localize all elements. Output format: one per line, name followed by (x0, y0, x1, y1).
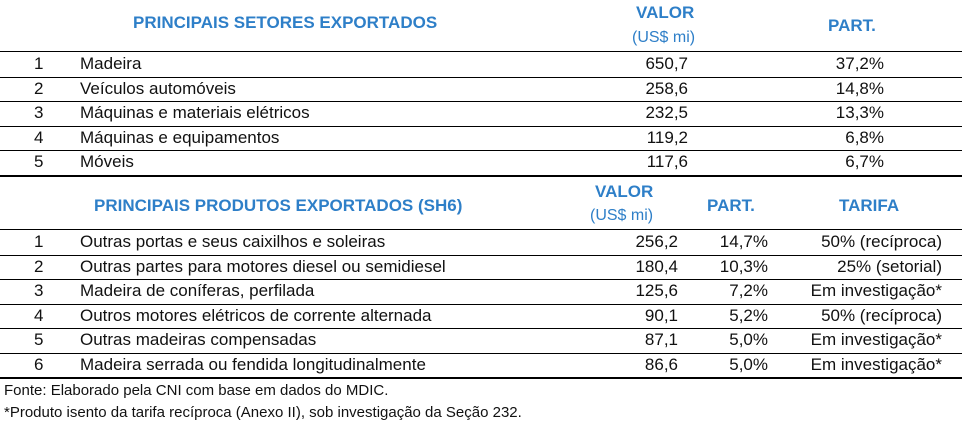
product-name-cell: Outras portas e seus caixilhos e soleira… (80, 232, 386, 251)
value-cell: 125,6 (635, 281, 678, 301)
product-name-cell: Outros motores elétricos de corrente alt… (80, 305, 432, 325)
rank-cell: 5 (34, 330, 44, 350)
products-tariff-header: TARIFA (839, 196, 900, 215)
product-name-cell: Outras partes para motores diesel ou sem… (80, 256, 446, 276)
value-cell: 256,2 (635, 232, 678, 251)
product-name-cell: Outras madeiras compensadas (80, 330, 317, 350)
rank-cell: 4 (34, 305, 44, 325)
share-cell: 6,7% (845, 152, 884, 172)
rank-cell: 1 (34, 232, 44, 251)
products-value-header: VALOR (595, 182, 654, 201)
sector-name-cell: Máquinas e equipamentos (80, 127, 280, 147)
value-cell: 117,6 (646, 152, 688, 172)
share-cell: 5,0% (729, 355, 768, 374)
value-cell: 90,1 (644, 305, 678, 325)
share-cell: 6,8% (845, 127, 884, 147)
row-divider (0, 328, 962, 330)
row-divider (0, 150, 962, 152)
share-cell: 14,7% (719, 232, 768, 251)
share-cell: 14,8% (835, 78, 884, 98)
tariff-cell: Em investigação* (810, 330, 942, 350)
sector-name-cell: Veículos automóveis (80, 78, 236, 98)
section-divider (0, 175, 962, 177)
products-value-unit: (US$ mi) (590, 207, 654, 224)
value-cell: 119,2 (646, 127, 688, 147)
row-divider (0, 101, 962, 103)
sectors-value-header: VALOR (636, 3, 695, 22)
row-divider (0, 353, 962, 354)
product-name-cell: Madeira serrada ou fendida longitudinalm… (80, 355, 426, 374)
row-divider (0, 303, 962, 305)
source-note: Fonte: Elaborado pela CNI com base em da… (4, 382, 389, 399)
value-cell: 650,7 (645, 54, 688, 73)
value-cell: 232,5 (645, 103, 688, 123)
product-name-cell: Madeira de coníferas, perfilada (80, 281, 315, 301)
share-cell: 5,2% (729, 305, 768, 325)
share-cell: 13,3% (835, 103, 884, 123)
rank-cell: 3 (34, 103, 44, 123)
sector-name-cell: Madeira (80, 54, 142, 73)
products-share-header: PART. (707, 196, 755, 215)
share-cell: 5,0% (729, 330, 768, 350)
sector-name-cell: Máquinas e materiais elétricos (80, 103, 310, 123)
row-divider (0, 125, 962, 127)
sectors-title: PRINCIPAIS SETORES EXPORTADOS (133, 13, 438, 32)
tariff-cell: Em investigação* (810, 281, 942, 301)
share-cell: 7,2% (729, 281, 768, 301)
value-cell: 86,6 (644, 355, 678, 374)
share-cell: 10,3% (719, 256, 768, 276)
value-cell: 87,1 (644, 330, 678, 350)
share-cell: 37,2% (835, 54, 884, 73)
tariff-cell: 50% (recíproca) (821, 232, 942, 251)
tariff-cell: Em investigação* (810, 355, 942, 374)
rank-cell: 3 (34, 281, 44, 301)
row-divider (0, 76, 962, 78)
products-title: PRINCIPAIS PRODUTOS EXPORTADOS (SH6) (94, 196, 463, 215)
rank-cell: 6 (34, 355, 44, 374)
rank-cell: 2 (34, 256, 44, 276)
rank-cell: 5 (34, 152, 44, 172)
rank-cell: 2 (34, 78, 44, 98)
table-bottom-rule (0, 377, 962, 379)
tariff-cell: 25% (setorial) (837, 256, 942, 276)
rank-cell: 1 (34, 54, 44, 73)
value-cell: 180,4 (635, 256, 678, 276)
rank-cell: 4 (34, 127, 44, 147)
sector-name-cell: Móveis (80, 152, 134, 172)
sectors-share-header: PART. (828, 16, 876, 35)
sectors-header-rule (0, 51, 962, 52)
products-header-rule (0, 229, 962, 230)
sectors-value-unit: (US$ mi) (632, 29, 696, 46)
row-divider (0, 279, 962, 281)
tariff-cell: 50% (recíproca) (821, 305, 942, 325)
tariff-footnote: *Produto isento da tarifa recíproca (Ane… (4, 404, 522, 421)
value-cell: 258,6 (645, 78, 688, 98)
row-divider (0, 254, 962, 256)
